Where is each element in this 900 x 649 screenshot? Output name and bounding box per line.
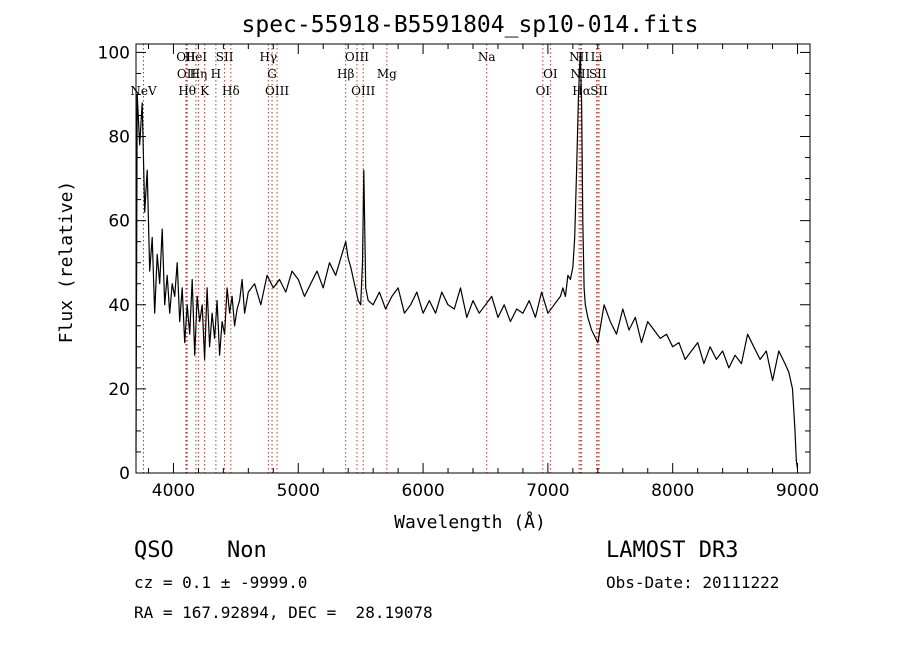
line-marker-label-14: OIII (345, 50, 369, 64)
line-marker-label-19: OI (543, 67, 558, 81)
object-class: QSO (134, 538, 174, 563)
plot-frame (135, 43, 811, 474)
subclass: Non (227, 538, 267, 563)
obs-date: Obs-Date: 20111222 (606, 573, 780, 592)
line-marker-label-6: K (200, 84, 210, 98)
line-marker-label-18: OI (536, 84, 551, 98)
line-marker-label-25: SII (590, 84, 608, 98)
y-tick-label-2: 40 (108, 296, 130, 316)
line-marker-label-15: OIII (351, 84, 375, 98)
x-tick-label-5: 9000 (776, 481, 819, 501)
y-tick-label-0: 0 (119, 464, 130, 484)
x-tick-label-0: 4000 (152, 481, 195, 501)
line-marker-label-11: G (267, 67, 277, 81)
line-marker-label-16: Mg (377, 67, 397, 81)
y-axis-label: Flux (relative) (56, 181, 77, 344)
line-marker-label-13: Hβ (337, 67, 354, 81)
line-marker-label-3: Hθ (178, 84, 196, 98)
y-tick-label-5: 100 (98, 43, 130, 63)
line-marker-label-20: NII (569, 50, 589, 64)
line-marker-label-4: HeI (185, 50, 208, 64)
y-tick-label-1: 20 (108, 380, 130, 400)
x-tick-label-1: 5000 (277, 481, 320, 501)
line-marker-label-12: OIII (265, 84, 289, 98)
line-marker-labels: NeV OII OII Hθ HeI Hη KH SII Hδ Hγ G OIII Hβ OIII OIII… (130, 50, 608, 98)
x-tick-label-3: 7000 (526, 481, 569, 501)
survey-name: LAMOST DR3 (606, 538, 739, 563)
chart-title: spec-55918-B5591804_sp10-014.fits (242, 12, 699, 38)
line-marker-label-24: SII (589, 67, 607, 81)
line-marker-label-2: OII (177, 67, 197, 81)
line-markers (142, 44, 600, 473)
line-marker-label-7: H (211, 67, 221, 81)
axes: 4000 5000 6000 7000 8000 9000 0 20 40 60 80 100 (98, 43, 820, 501)
line-marker-label-17: Na (478, 50, 496, 64)
line-marker-label-23: Li (591, 50, 603, 64)
x-axis-label: Wavelength (Å) (394, 511, 546, 533)
redshift-line: cz = 0.1 ± -9999.0 (134, 573, 308, 592)
line-marker-label-1: OII (176, 50, 196, 64)
x-tick-label-4: 8000 (651, 481, 694, 501)
y-tick-label-3: 60 (108, 212, 130, 232)
position-line: RA = 167.92894, DEC = 28.19078 (134, 603, 433, 622)
line-marker-label-5: Hη (190, 67, 208, 81)
line-marker-label-0: NeV (130, 84, 157, 98)
y-tick-label-4: 80 (108, 128, 130, 148)
x-tick-label-2: 6000 (401, 481, 444, 501)
line-marker-label-9: Hδ (222, 84, 240, 98)
series-flux (135, 51, 799, 469)
line-marker-label-10: Hγ (259, 50, 277, 64)
line-marker-label-8: SII (216, 50, 234, 64)
